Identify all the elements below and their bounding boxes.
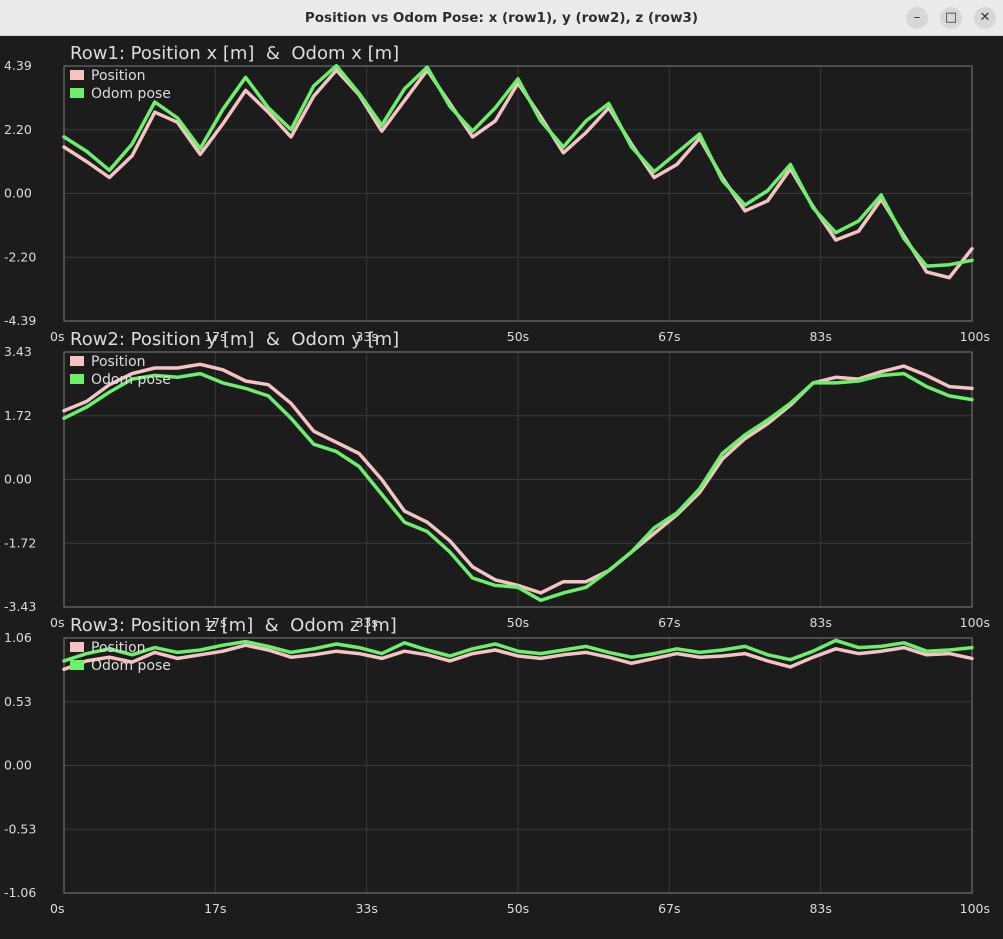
close-button[interactable]: ✕ xyxy=(974,7,996,29)
y-tick-label: 1.72 xyxy=(4,408,32,423)
x-tick-label: 33s xyxy=(355,901,377,916)
y-tick-label: -1.72 xyxy=(4,535,36,550)
series-line-position xyxy=(62,362,974,595)
y-tick-label: 3.43 xyxy=(4,344,32,359)
x-tick-label: 83s xyxy=(809,901,831,916)
plot-area: 4.39 2.20 0.00 -2.20 -4.39 0s 17s 33s 50s 67s 83s 1… xyxy=(0,36,1003,935)
legend-label: Odom pose xyxy=(91,372,171,388)
x-tick-label: 83s xyxy=(809,329,831,344)
x-tick-label: 50s xyxy=(507,615,529,630)
plot-frame xyxy=(63,65,973,322)
series-line-odom-pose xyxy=(62,63,974,268)
y-tick-label: 0.00 xyxy=(4,758,32,773)
chart-row3: 1.06 0.53 0.00 -0.53 -1.06 0s 17s 33s 50s 67s 83s 1… xyxy=(4,615,990,916)
y-tick-label: -0.53 xyxy=(4,821,36,836)
window-titlebar: Position vs Odom Pose: x (row1), y (row2… xyxy=(0,0,1003,36)
y-tick-label: 0.00 xyxy=(4,186,32,201)
x-tick-label: 17s xyxy=(204,901,226,916)
legend-label: Position xyxy=(91,354,146,370)
y-tick-label: 0.53 xyxy=(4,694,32,709)
x-tick-label: 100s xyxy=(960,615,990,630)
x-tick-label: 33s xyxy=(355,615,377,630)
x-tick-label: 17s xyxy=(204,615,226,630)
legend-swatch xyxy=(70,660,84,670)
legend-swatch xyxy=(70,356,84,366)
x-tick-label: 67s xyxy=(658,615,680,630)
x-tick-label: 0s xyxy=(50,615,64,630)
y-tick-label: 0.00 xyxy=(4,472,32,487)
y-tick-label: -1.06 xyxy=(4,885,36,900)
y-tick-label: -2.20 xyxy=(4,249,36,264)
legend-swatch xyxy=(70,374,84,384)
x-tick-label: 100s xyxy=(960,329,990,344)
legend-label: Position xyxy=(91,68,146,84)
x-tick-label: 67s xyxy=(658,329,680,344)
x-tick-label: 33s xyxy=(355,329,377,344)
y-tick-label: -3.43 xyxy=(4,599,36,614)
y-tick-label: 1.06 xyxy=(4,630,32,645)
x-tick-label: 0s xyxy=(50,901,64,916)
series-line-position xyxy=(62,643,974,672)
x-tick-label: 50s xyxy=(507,329,529,344)
x-tick-label: 0s xyxy=(50,329,64,344)
x-tick-label: 17s xyxy=(204,329,226,344)
chart-row1: 4.39 2.20 0.00 -2.20 -4.39 0s 17s 33s 50s 67s 83s 1… xyxy=(4,43,990,344)
legend-swatch xyxy=(70,88,84,98)
y-tick-label: 2.20 xyxy=(4,122,32,137)
x-tick-label: 67s xyxy=(658,901,680,916)
chart-title: Row1: Position x [m] & Odom x [m] xyxy=(70,43,399,64)
legend-label: Odom pose xyxy=(91,658,171,674)
plot-frame xyxy=(63,637,973,894)
y-tick-label: -4.39 xyxy=(4,313,36,328)
plot-frame xyxy=(63,351,973,608)
maximize-button[interactable]: □ xyxy=(940,7,962,29)
minimize-button[interactable]: – xyxy=(906,7,928,29)
legend-label: Position xyxy=(91,640,146,656)
legend-label: Odom pose xyxy=(91,86,171,102)
chart-row2: 3.43 1.72 0.00 -1.72 -3.43 0s 17s 33s 50s 67s 83s 1… xyxy=(4,329,990,630)
legend-swatch xyxy=(70,70,84,80)
x-tick-label: 100s xyxy=(960,901,990,916)
window-title: Position vs Odom Pose: x (row1), y (row2… xyxy=(304,10,699,26)
chart-title: Row3: Position z [m] & Odom z [m] xyxy=(70,615,397,636)
legend-swatch xyxy=(70,642,84,652)
x-tick-label: 50s xyxy=(507,901,529,916)
series-line-odom-pose xyxy=(62,638,974,663)
x-tick-label: 83s xyxy=(809,615,831,630)
y-tick-label: 4.39 xyxy=(4,58,32,73)
series-line-odom-pose xyxy=(62,371,974,603)
chart-title: Row2: Position y [m] & Odom y [m] xyxy=(70,329,399,350)
